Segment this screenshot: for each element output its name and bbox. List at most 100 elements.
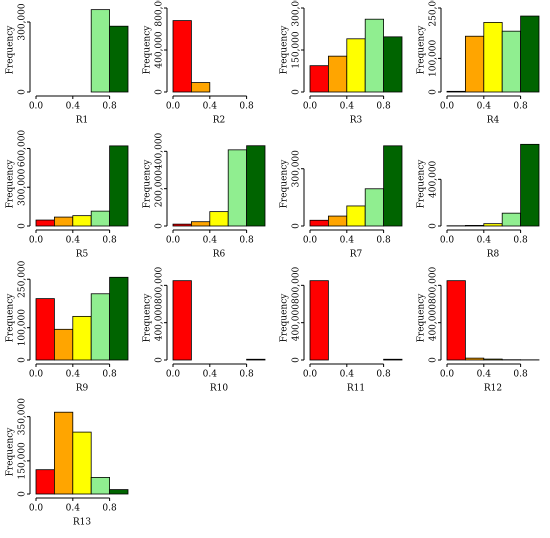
- y-tick-label: 300,000: [292, 150, 302, 187]
- y-tick-label: 400,000: [292, 304, 302, 341]
- bar: [383, 358, 403, 361]
- bar: [209, 211, 229, 227]
- x-axis-label: R5: [76, 250, 89, 260]
- bar: [72, 431, 92, 495]
- y-axis-label: Frequency: [417, 293, 427, 343]
- y-tick-label: 800,000: [155, 0, 165, 27]
- y-tick-label: 0: [155, 89, 165, 95]
- x-axis-label: R8: [487, 250, 500, 260]
- bar: [246, 358, 266, 361]
- bar: [383, 36, 403, 93]
- bar: [227, 149, 247, 227]
- y-tick-label: 400,000: [155, 132, 165, 169]
- bar: [309, 280, 329, 361]
- y-axis-label: Frequency: [280, 293, 290, 343]
- y-tick-label: 800,000: [155, 266, 165, 303]
- y-tick-label: 0: [429, 89, 439, 95]
- x-tick-label: 0.8: [376, 102, 391, 112]
- x-tick-label: 0.8: [102, 236, 117, 246]
- y-axis-label: Frequency: [143, 293, 153, 343]
- bar: [327, 55, 348, 93]
- y-axis-label: Frequency: [280, 159, 290, 209]
- bar: [109, 25, 129, 93]
- y-axis-label: Frequency: [6, 293, 16, 343]
- bar: [35, 219, 55, 227]
- x-axis-label: R3: [350, 116, 363, 126]
- x-tick-label: 0.8: [376, 236, 391, 246]
- x-axis-label: R9: [76, 384, 89, 394]
- y-tick-label: 0: [18, 89, 28, 95]
- y-axis-label: Frequency: [6, 159, 16, 209]
- bar: [90, 477, 110, 495]
- bar: [346, 38, 366, 93]
- x-tick-label: 0.8: [239, 236, 254, 246]
- x-axis-label: R10: [210, 384, 229, 394]
- bar: [483, 223, 503, 227]
- y-tick-label: 200,000: [155, 170, 165, 207]
- bar: [483, 22, 503, 93]
- y-tick-label: 250,000: [18, 260, 28, 297]
- y-axis-label: Frequency: [143, 25, 153, 75]
- x-tick-label: 0.8: [513, 236, 528, 246]
- y-tick-label: 0: [292, 357, 302, 363]
- bar: [520, 143, 540, 227]
- bar: [464, 35, 485, 93]
- x-tick-label: 0.8: [513, 370, 528, 380]
- x-axis-label: R6: [213, 250, 226, 260]
- x-axis-label: R13: [73, 518, 92, 528]
- bar: [520, 15, 540, 93]
- y-tick-label: 150,000: [292, 31, 302, 68]
- x-tick-label: 0.4: [203, 236, 218, 246]
- y-tick-label: 0: [155, 223, 165, 229]
- y-tick-label: 0: [18, 357, 28, 363]
- x-tick-label: 0.8: [513, 102, 528, 112]
- bar: [364, 18, 385, 93]
- y-axis-label: Frequency: [6, 25, 16, 75]
- bar: [464, 225, 485, 227]
- bar: [35, 298, 55, 361]
- y-tick-label: 600,000: [18, 130, 28, 167]
- y-axis-label: Frequency: [417, 159, 427, 209]
- y-tick-label: 300,000: [18, 168, 28, 205]
- x-tick-label: 0.0: [29, 504, 44, 514]
- x-tick-label: 0.8: [102, 504, 117, 514]
- y-tick-label: 0: [292, 89, 302, 95]
- x-axis-label: R11: [347, 384, 365, 394]
- x-tick-label: 0.0: [303, 370, 318, 380]
- bar: [190, 221, 211, 227]
- x-tick-label: 0.4: [477, 370, 492, 380]
- x-tick-label: 0.8: [102, 102, 117, 112]
- bar: [72, 315, 92, 361]
- y-axis-label: Frequency: [280, 25, 290, 75]
- x-tick-label: 0.4: [66, 236, 81, 246]
- y-tick-label: 100,000: [18, 309, 28, 346]
- x-tick-label: 0.8: [102, 370, 117, 380]
- x-tick-label: 0.4: [203, 102, 218, 112]
- x-tick-label: 0.4: [203, 370, 218, 380]
- x-tick-label: 0.0: [303, 102, 318, 112]
- bar: [35, 469, 55, 495]
- bar: [383, 145, 403, 227]
- x-tick-label: 0.0: [29, 370, 44, 380]
- x-tick-label: 0.0: [166, 102, 181, 112]
- bar: [90, 9, 110, 93]
- y-axis-label: Frequency: [417, 25, 427, 75]
- x-tick-label: 0.4: [477, 236, 492, 246]
- y-tick-label: 0: [18, 491, 28, 497]
- y-axis-label: Frequency: [6, 427, 16, 477]
- x-tick-label: 0.4: [66, 504, 81, 514]
- y-tick-label: 100,000: [429, 40, 439, 77]
- x-axis-label: R2: [213, 116, 226, 126]
- x-tick-label: 0.8: [239, 370, 254, 380]
- x-axis-label: R1: [76, 116, 89, 126]
- y-tick-label: 0: [429, 357, 439, 363]
- bar: [446, 280, 466, 361]
- bar: [90, 293, 110, 361]
- bar: [72, 215, 92, 227]
- x-tick-label: 0.4: [340, 102, 355, 112]
- y-tick-label: 0: [429, 223, 439, 229]
- y-tick-label: 800,000: [429, 266, 439, 303]
- x-tick-label: 0.0: [303, 236, 318, 246]
- bar: [109, 489, 129, 495]
